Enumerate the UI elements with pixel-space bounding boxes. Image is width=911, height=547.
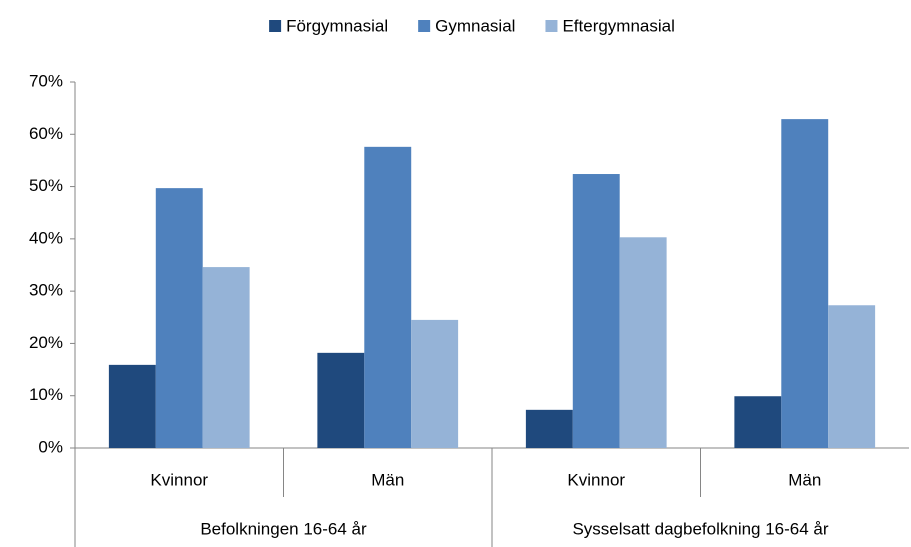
bar bbox=[202, 267, 250, 448]
y-tick-label: 30% bbox=[29, 281, 63, 300]
bar bbox=[525, 409, 573, 448]
legend-label: Eftergymnasial bbox=[562, 16, 674, 35]
group-label: Befolkningen 16-64 år bbox=[200, 519, 367, 538]
legend-label: Förgymnasial bbox=[286, 16, 388, 35]
legend-swatch bbox=[269, 20, 282, 32]
bar bbox=[364, 146, 412, 448]
legend-label: Gymnasial bbox=[435, 16, 515, 35]
x-tick-label: Män bbox=[371, 470, 404, 489]
bar bbox=[828, 305, 876, 448]
y-tick-label: 10% bbox=[29, 385, 63, 404]
x-tick-label: Män bbox=[788, 470, 821, 489]
bar bbox=[572, 174, 620, 448]
y-tick-label: 0% bbox=[38, 437, 63, 456]
bar bbox=[619, 237, 667, 448]
bar bbox=[155, 188, 203, 448]
y-tick-label: 20% bbox=[29, 333, 63, 352]
y-tick-label: 50% bbox=[29, 176, 63, 195]
group-label: Sysselsatt dagbefolkning 16-64 år bbox=[572, 519, 828, 538]
legend-swatch bbox=[545, 20, 558, 32]
bar bbox=[411, 319, 459, 448]
bar bbox=[734, 396, 782, 448]
bar bbox=[317, 352, 365, 448]
y-tick-label: 60% bbox=[29, 124, 63, 143]
x-tick-label: Kvinnor bbox=[567, 470, 625, 489]
y-tick-label: 40% bbox=[29, 228, 63, 247]
legend-swatch bbox=[418, 20, 431, 32]
bar bbox=[781, 119, 829, 448]
x-tick-label: Kvinnor bbox=[150, 470, 208, 489]
bar bbox=[108, 364, 156, 448]
y-tick-label: 70% bbox=[29, 71, 63, 90]
